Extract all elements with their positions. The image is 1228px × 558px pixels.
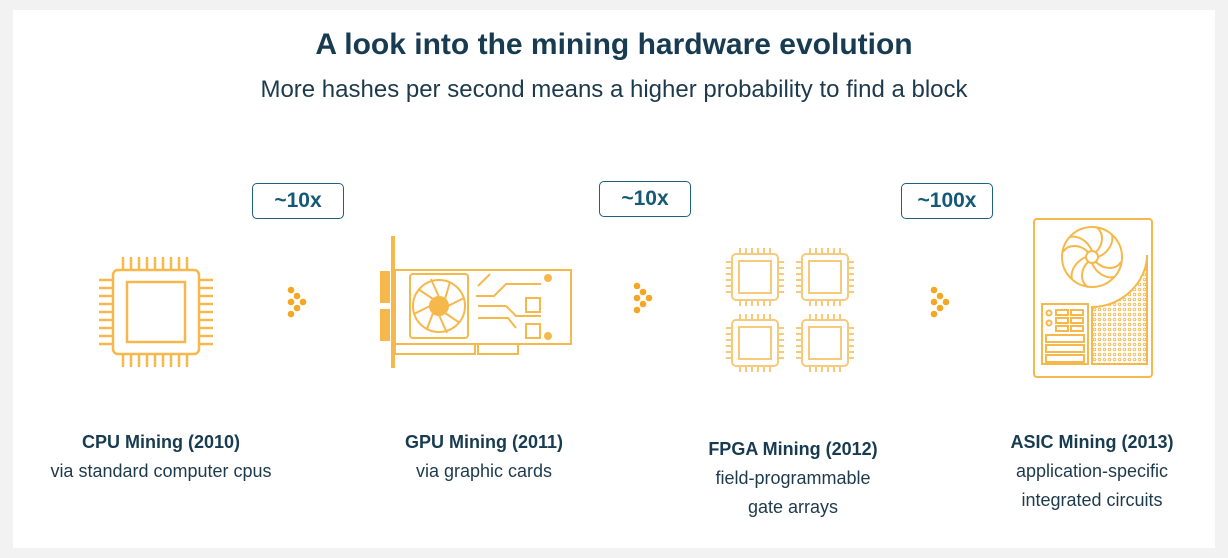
stage-title: CPU Mining (2010) [81, 432, 241, 452]
page-subtitle: More hashes per second means a higher pr… [260, 76, 968, 103]
cpu-chip-icon [99, 257, 213, 367]
stage-title: GPU Mining (2011) [404, 432, 564, 452]
fpga-chips-icon [725, 247, 855, 373]
asic-miner-icon [1033, 218, 1153, 378]
stage-title: FPGA Mining (2012) [708, 439, 878, 459]
arrow-dots-icon [287, 286, 307, 318]
stage-description: via graphic cards [415, 461, 553, 481]
stage-fpga: FPGA Mining (2012) field-programmable ga… [643, 435, 943, 522]
stage-description: gate arrays [747, 497, 839, 517]
stage-gpu: GPU Mining (2011) via graphic cards [334, 428, 634, 486]
page-title: A look into the mining hardware evolutio… [315, 28, 913, 61]
infographic-card [13, 10, 1215, 548]
graphics-card-icon [380, 236, 572, 368]
stage-description: integrated circuits [1021, 490, 1163, 510]
multiplier-badge-1: ~10x [252, 183, 344, 219]
stage-asic: ASIC Mining (2013) application-specific … [942, 428, 1228, 515]
multiplier-badge-3: ~100x [901, 183, 993, 219]
arrow-dots-icon [633, 282, 653, 314]
stage-description: via standard computer cpus [50, 461, 272, 481]
stage-description: field-programmable [715, 468, 871, 488]
arrow-dots-icon [930, 286, 950, 318]
stage-description: application-specific [1015, 461, 1169, 481]
multiplier-badge-2: ~10x [599, 181, 691, 217]
stage-cpu: CPU Mining (2010) via standard computer … [11, 428, 311, 486]
stage-title: ASIC Mining (2013) [1010, 432, 1174, 452]
